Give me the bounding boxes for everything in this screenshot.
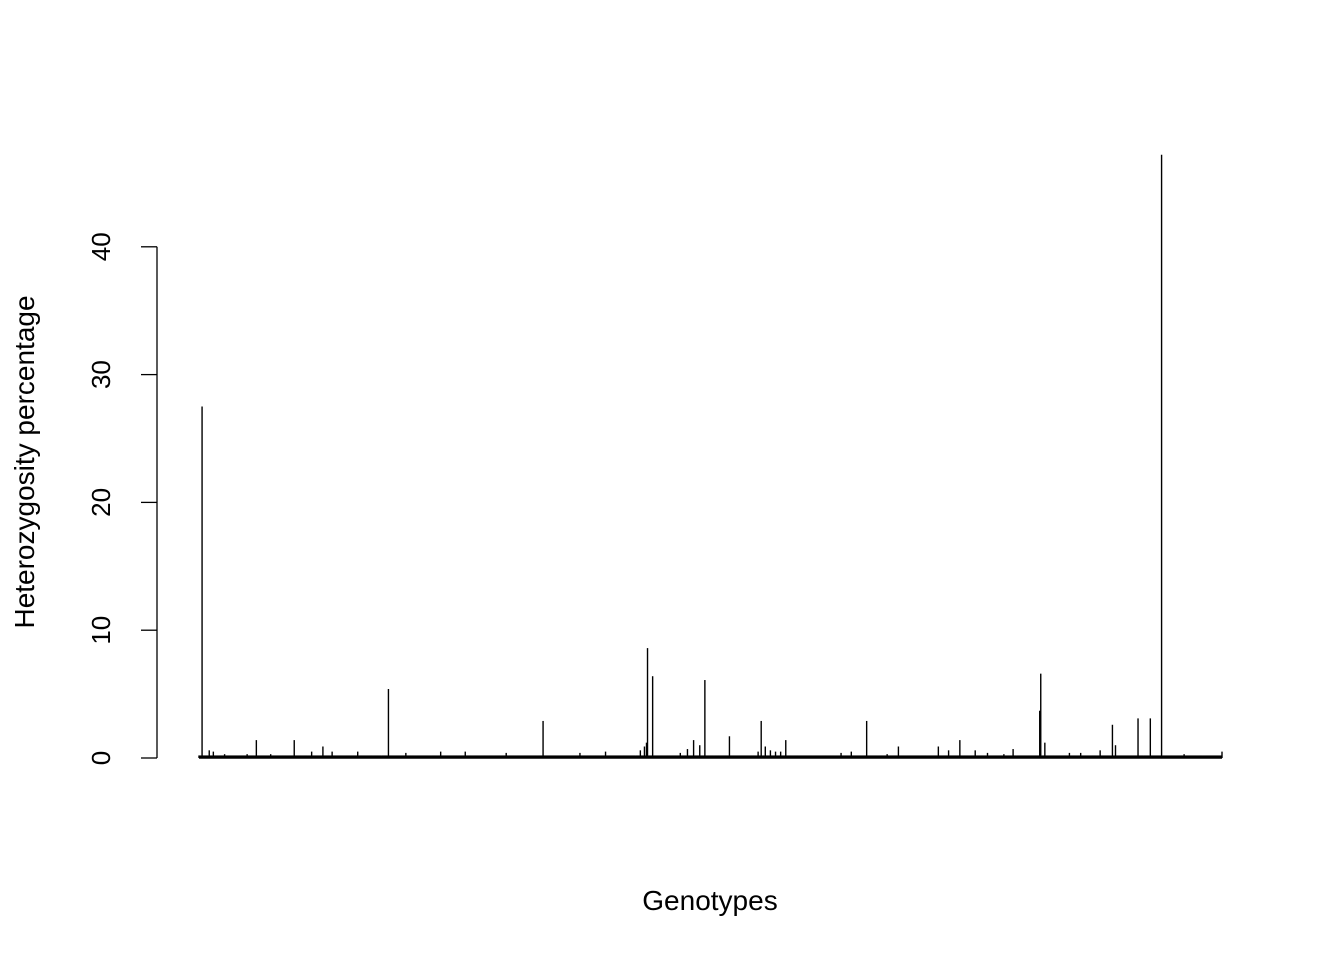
x-axis-title: Genotypes: [642, 885, 777, 916]
y-tick-label: 10: [86, 616, 116, 645]
y-axis-title: Heterozygosity percentage: [9, 295, 40, 628]
y-tick-label: 0: [86, 751, 116, 765]
bars-group: [198, 154, 1223, 758]
y-tick-label: 30: [86, 360, 116, 389]
y-tick-label: 20: [86, 488, 116, 517]
y-tick-label: 40: [86, 232, 116, 261]
y-axis: 0 10 20 30 40: [86, 232, 158, 765]
